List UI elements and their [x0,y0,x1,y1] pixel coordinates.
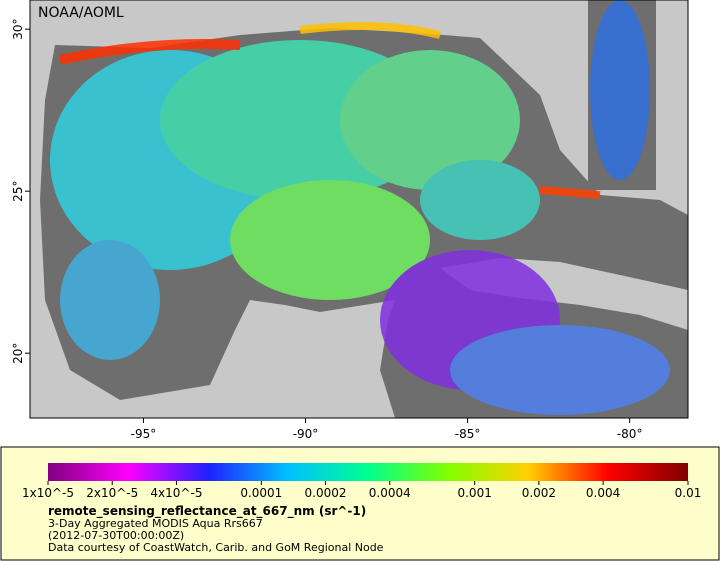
colorbar-tick-label: 0.0001 [240,486,282,500]
reflectance-field [50,0,670,415]
map-frame [29,0,689,419]
lon-tick-label: -90° [293,427,319,441]
colorbar-tick-label: 1x10^-5 [22,486,74,500]
lon-tick-label: -80° [617,427,643,441]
colorbar-tick-label: 2x10^-5 [86,486,138,500]
lon-tick-label: -85° [455,427,481,441]
caption-variable: remote_sensing_reflectance_at_667_nm (sr… [48,504,366,519]
colorbar-tick-label: 0.01 [675,486,702,500]
lat-tick-label: 20° [11,343,25,364]
colorbar-tick-label: 4x10^-5 [150,486,202,500]
colorbar-tick-label: 0.0002 [305,486,347,500]
colorbar-tick-label: 0.0004 [369,486,411,500]
caption-line: Data courtesy of CoastWatch, Carib. and … [48,541,384,554]
colorbar-tick-label: 0.001 [457,486,491,500]
lat-tick-label: 25° [11,181,25,202]
map [30,0,688,418]
caption-line: (2012-07-30T00:00:00Z) [48,529,184,542]
map-label: NOAA/AOML [38,5,124,21]
lat-tick-label: 30° [11,19,25,40]
lon-tick-label: -95° [131,427,157,441]
caption-line: 3-Day Aggregated MODIS Aqua Rrs667 [48,517,263,530]
colorbar-tick-label: 0.002 [522,486,556,500]
colorbar-tick-label: 0.004 [586,486,620,500]
colorbar [48,463,688,481]
